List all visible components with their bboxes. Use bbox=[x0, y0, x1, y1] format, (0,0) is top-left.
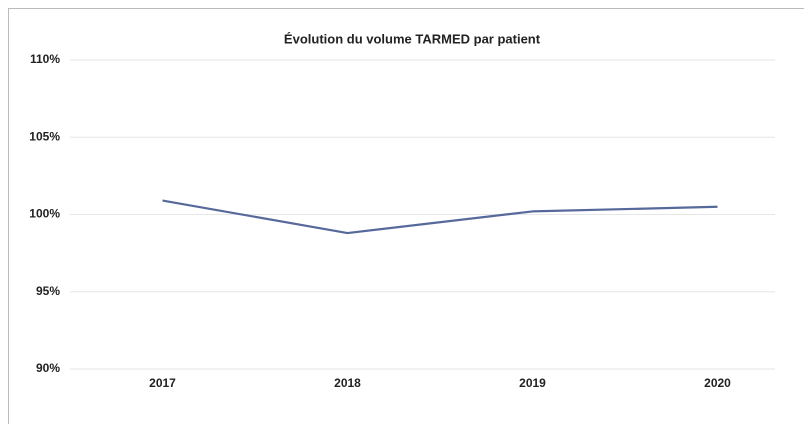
x-tick-label: 2018 bbox=[334, 376, 361, 390]
y-tick-label: 100% bbox=[29, 207, 60, 221]
y-tick-label: 105% bbox=[29, 129, 60, 143]
x-tick-label: 2020 bbox=[704, 376, 731, 390]
y-tick-label: 110% bbox=[30, 52, 60, 66]
x-tick-label: 2019 bbox=[519, 376, 546, 390]
line-series bbox=[162, 199, 718, 235]
chart-title: Évolution du volume TARMED par patient bbox=[284, 31, 541, 46]
x-tick-label: 2017 bbox=[149, 376, 176, 390]
y-tick-label: 95% bbox=[36, 284, 60, 298]
chart-frame bbox=[8, 8, 804, 424]
y-tick-label: 90% bbox=[36, 361, 60, 375]
